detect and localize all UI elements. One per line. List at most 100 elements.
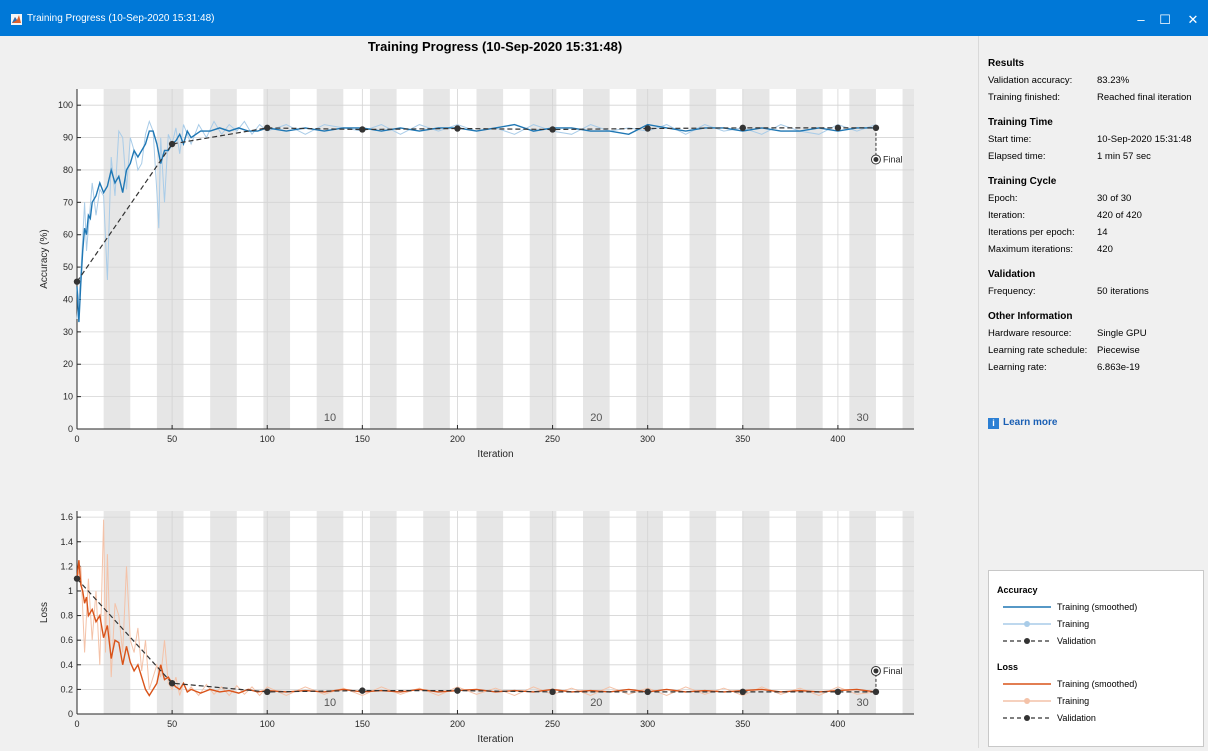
loss-y-tick-label: 1.4 bbox=[60, 537, 73, 547]
sidebar-row-value: 83.23% bbox=[1097, 75, 1129, 86]
learn-more-label: Learn more bbox=[1003, 417, 1057, 428]
accuracy-final-marker bbox=[873, 157, 878, 162]
loss-x-tick-label: 200 bbox=[450, 719, 465, 729]
accuracy-validation-point bbox=[644, 125, 650, 131]
accuracy-x-tick-label: 250 bbox=[545, 434, 560, 444]
accuracy-x-tick-label: 400 bbox=[830, 434, 845, 444]
accuracy-validation-point bbox=[359, 126, 365, 132]
accuracy-y-tick-label: 40 bbox=[63, 294, 73, 304]
accuracy-x-tick-label: 150 bbox=[355, 434, 370, 444]
sidebar-section-heading: Validation bbox=[988, 269, 1035, 280]
accuracy-epoch-band bbox=[210, 89, 237, 429]
accuracy-x-axis-label: Iteration bbox=[477, 449, 513, 460]
accuracy-x-tick-label: 200 bbox=[450, 434, 465, 444]
legend-item-label: Training bbox=[1057, 696, 1089, 706]
legend-graphics: Accuracy Training (smoothed) Training Valid… bbox=[989, 571, 1203, 746]
loss-y-tick-label: 1 bbox=[68, 586, 73, 596]
accuracy-y-axis-label: Accuracy (%) bbox=[39, 229, 50, 288]
sidebar-row-label: Frequency: bbox=[988, 286, 1036, 297]
loss-y-tick-label: 1.2 bbox=[60, 561, 73, 571]
accuracy-y-tick-label: 50 bbox=[63, 262, 73, 272]
close-button[interactable]: ✕ bbox=[1178, 9, 1208, 31]
legend-item-label: Validation bbox=[1057, 636, 1096, 646]
window-title: Training Progress (10-Sep-2020 15:31:48) bbox=[27, 13, 215, 24]
loss-x-tick-label: 300 bbox=[640, 719, 655, 729]
loss-y-tick-label: 0.2 bbox=[60, 684, 73, 694]
sidebar-row-value: 50 iterations bbox=[1097, 286, 1149, 297]
sidebar-row-label: Iterations per epoch: bbox=[988, 227, 1075, 238]
training-progress-charts: Training Progress (10-Sep-2020 15:31:48)… bbox=[0, 36, 975, 748]
accuracy-y-tick-label: 30 bbox=[63, 327, 73, 337]
accuracy-y-tick-label: 100 bbox=[58, 100, 73, 110]
accuracy-epoch-label: 20 bbox=[590, 412, 602, 424]
accuracy-y-tick-label: 80 bbox=[63, 165, 73, 175]
accuracy-y-tick-label: 60 bbox=[63, 230, 73, 240]
learn-more-link[interactable]: i Learn more bbox=[988, 417, 1057, 429]
loss-y-tick-label: 1.6 bbox=[60, 512, 73, 522]
accuracy-epoch-label: 30 bbox=[857, 412, 869, 424]
matlab-app-icon bbox=[11, 14, 22, 25]
sidebar-row-value: Reached final iteration bbox=[1097, 92, 1192, 103]
accuracy-validation-point bbox=[454, 125, 460, 131]
loss-x-tick-label: 100 bbox=[260, 719, 275, 729]
loss-final-marker bbox=[873, 668, 878, 673]
sidebar-section-heading: Training Cycle bbox=[988, 176, 1056, 187]
loss-epoch-label: 30 bbox=[857, 697, 869, 709]
sidebar-row-label: Learning rate: bbox=[988, 362, 1047, 373]
accuracy-chart: 0 50 100 150 200 250 300 350 400 0 10 20 30 40 50 60 70 8… bbox=[39, 89, 914, 460]
accuracy-epoch-band bbox=[476, 89, 503, 429]
accuracy-y-tick-label: 10 bbox=[63, 392, 73, 402]
loss-y-tick-label: 0.4 bbox=[60, 660, 73, 670]
sidebar-row-label: Learning rate schedule: bbox=[988, 345, 1087, 356]
sidebar-section-heading: Training Time bbox=[988, 117, 1053, 128]
chart-main-title: Training Progress (10-Sep-2020 15:31:48) bbox=[368, 39, 622, 54]
accuracy-epoch-band bbox=[903, 89, 914, 429]
accuracy-epoch-band bbox=[317, 89, 344, 429]
loss-validation-point bbox=[359, 687, 365, 693]
loss-final-label: Final bbox=[883, 666, 903, 676]
accuracy-validation-point bbox=[835, 125, 841, 131]
accuracy-y-tick-label: 0 bbox=[68, 424, 73, 434]
legend-swatch-raw-marker bbox=[1024, 698, 1030, 704]
accuracy-x-tick-label: 350 bbox=[735, 434, 750, 444]
legend-item-label: Training (smoothed) bbox=[1057, 602, 1137, 612]
accuracy-x-tick-label: 100 bbox=[260, 434, 275, 444]
loss-y-axis-label: Loss bbox=[39, 602, 50, 623]
accuracy-epoch-band bbox=[849, 89, 876, 429]
accuracy-x-tick-label: 300 bbox=[640, 434, 655, 444]
loss-x-tick-label: 350 bbox=[735, 719, 750, 729]
legend-group-title: Accuracy bbox=[997, 585, 1038, 595]
sidebar-row-value: 14 bbox=[1097, 227, 1108, 238]
info-icon: i bbox=[988, 418, 999, 429]
maximize-icon: ☐ bbox=[1159, 12, 1171, 27]
loss-validation-point bbox=[454, 687, 460, 693]
minimize-icon: – bbox=[1137, 12, 1144, 27]
accuracy-validation-point bbox=[169, 141, 175, 147]
sidebar-row-value: 1 min 57 sec bbox=[1097, 151, 1151, 162]
sidebar-row-label: Epoch: bbox=[988, 193, 1018, 204]
loss-epoch-label: 10 bbox=[324, 697, 336, 709]
loss-x-tick-label: 50 bbox=[167, 719, 177, 729]
sidebar-row-label: Start time: bbox=[988, 134, 1031, 145]
loss-x-tick-label: 400 bbox=[830, 719, 845, 729]
loss-validation-point bbox=[740, 689, 746, 695]
legend-swatch-validation-marker bbox=[1024, 715, 1030, 721]
accuracy-validation-point bbox=[74, 278, 80, 284]
sidebar-row-value: 420 of 420 bbox=[1097, 210, 1142, 221]
sidebar-row-value: 30 of 30 bbox=[1097, 193, 1131, 204]
loss-x-axis-label: Iteration bbox=[477, 734, 513, 745]
maximize-button[interactable]: ☐ bbox=[1150, 9, 1180, 31]
loss-validation-point bbox=[549, 689, 555, 695]
sidebar-row-label: Training finished: bbox=[988, 92, 1060, 103]
loss-x-tick-label: 0 bbox=[74, 719, 79, 729]
title-bar[interactable]: Training Progress (10-Sep-2020 15:31:48)… bbox=[0, 0, 1208, 36]
sidebar-section-heading: Results bbox=[988, 58, 1024, 69]
sidebar-row-value: 6.863e-19 bbox=[1097, 362, 1140, 373]
sidebar-row-label: Elapsed time: bbox=[988, 151, 1046, 162]
loss-chart: 0 50 100 150 200 250 300 350 400 0 0.2 0.4 0.6 0.8 1 1.… bbox=[39, 511, 914, 745]
accuracy-epoch-band bbox=[370, 89, 397, 429]
chart-legend: Accuracy Training (smoothed) Training Valid… bbox=[988, 570, 1204, 747]
legend-item-label: Training bbox=[1057, 619, 1089, 629]
legend-group-title: Loss bbox=[997, 662, 1018, 672]
